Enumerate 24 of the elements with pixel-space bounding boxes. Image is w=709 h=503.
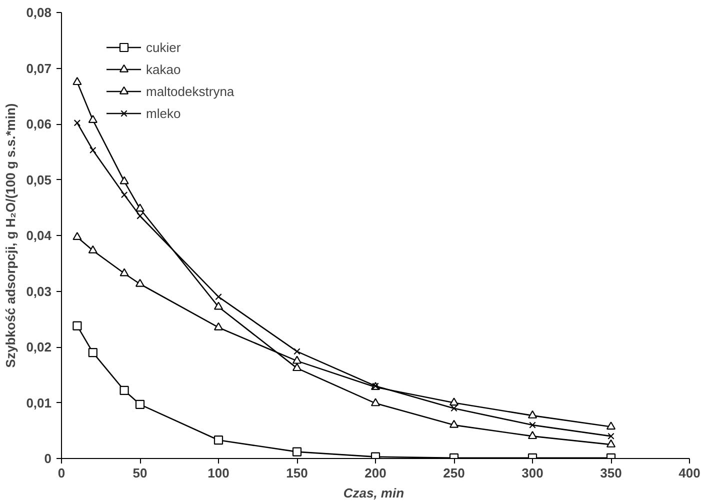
x-tick-label: 350 (600, 466, 622, 480)
x-tick-label: 200 (364, 466, 386, 480)
x-tick-label: 150 (286, 466, 308, 480)
y-axis-title: Szybkość adsorpcji, g H₂O/(100 g s.s.*min) (3, 103, 18, 368)
y-tick-label: 0,03 (26, 284, 52, 299)
y-tick-label: 0,01 (26, 395, 52, 410)
x-axis-title: Czas, min (343, 486, 404, 500)
legend-label: cukier (146, 40, 181, 54)
y-tick-label: 0,05 (26, 172, 52, 188)
y-tick-label: 0,06 (26, 116, 52, 132)
x-tick-label: 400 (678, 466, 700, 480)
x-tick-label: 100 (208, 466, 230, 480)
x-tick-label: 50 (132, 466, 148, 480)
y-tick-label: 0,04 (26, 228, 52, 243)
y-tick-label: 0,07 (26, 60, 52, 76)
x-tick-label: 250 (443, 466, 465, 480)
legend-label: kakao (146, 62, 181, 76)
legend-label: mleko (146, 106, 181, 120)
x-tick-label: 300 (522, 466, 544, 480)
y-tick-label: 0,08 (26, 5, 52, 20)
y-tick-label: 0,02 (26, 340, 52, 354)
legend-label: maltodekstryna (146, 84, 234, 98)
x-tick-label: 0 (58, 466, 66, 480)
y-tick-label: 0 (44, 451, 52, 466)
